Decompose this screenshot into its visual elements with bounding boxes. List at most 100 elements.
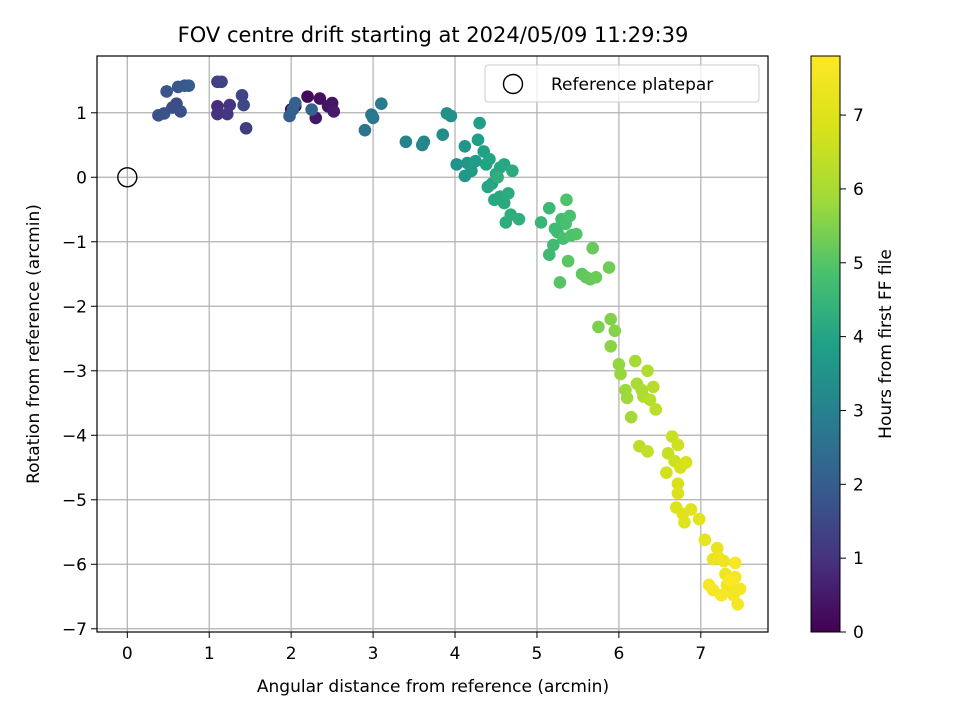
legend: Reference platepar [484, 64, 760, 103]
data-point [483, 152, 496, 166]
data-point [512, 212, 526, 226]
data-point [506, 164, 519, 178]
data-point [465, 164, 478, 178]
legend-box [484, 64, 760, 103]
data-point [569, 227, 583, 241]
data-point [327, 105, 341, 118]
data-point [534, 216, 548, 229]
data-point [641, 445, 654, 458]
data-point [160, 85, 173, 98]
data-point [399, 135, 413, 149]
y-tick-label: −1 [62, 233, 87, 253]
y-axis-label: Rotation from reference (arcmin) [24, 204, 44, 484]
x-tick-label: 5 [532, 644, 543, 664]
data-point [547, 238, 560, 252]
data-point [646, 380, 660, 394]
y-axis-ticks: 1 0 −1 −2 −3 −4 −5 −6 −7 [62, 104, 97, 640]
data-point [589, 270, 603, 284]
data-point [288, 96, 302, 110]
data-point [366, 111, 380, 125]
x-tick-label: 1 [204, 644, 215, 664]
data-point [692, 512, 706, 526]
data-point [624, 410, 638, 424]
data-point [417, 135, 431, 149]
colorbar-tick-label: 0 [853, 623, 864, 643]
data-point [174, 105, 187, 118]
data-point [586, 241, 599, 255]
data-point [560, 193, 573, 207]
data-point [211, 107, 224, 121]
x-tick-label: 0 [122, 644, 133, 664]
data-point [678, 516, 691, 529]
x-axis-ticks: 0 1 2 3 4 5 6 7 [122, 632, 706, 664]
data-point [710, 541, 724, 555]
y-tick-label: 0 [76, 168, 87, 188]
data-point [602, 261, 616, 274]
data-point [182, 79, 196, 92]
data-point [628, 354, 642, 368]
data-point [481, 180, 495, 194]
chart-title: FOV centre drift starting at 2024/05/09 … [178, 23, 689, 47]
data-point [471, 133, 485, 147]
x-tick-label: 7 [695, 644, 706, 664]
data-point [733, 582, 747, 596]
data-point [698, 533, 712, 547]
data-point [235, 89, 249, 102]
x-tick-label: 3 [368, 644, 379, 664]
data-point [643, 393, 657, 407]
data-point [608, 324, 622, 338]
data-point [473, 116, 486, 130]
x-tick-label: 4 [450, 644, 461, 664]
data-point [604, 339, 617, 353]
data-point [239, 121, 253, 135]
colorbar-tick-label: 2 [853, 475, 864, 495]
reference-marker [117, 167, 138, 188]
grid [97, 56, 768, 632]
x-tick-label: 6 [613, 644, 624, 664]
y-tick-label: 1 [76, 104, 87, 124]
data-point [671, 487, 685, 500]
data-point [542, 248, 556, 261]
data-point [497, 196, 511, 210]
data-point [612, 358, 626, 371]
colorbar-gradient [810, 55, 841, 633]
data-point [717, 554, 731, 568]
data-point [715, 588, 728, 602]
y-tick-label: −2 [62, 297, 87, 317]
y-tick-label: −7 [62, 620, 87, 640]
data-point [313, 92, 327, 105]
data-point [157, 107, 171, 120]
data-point [358, 123, 372, 137]
y-tick-label: −6 [62, 555, 87, 575]
data-point [679, 456, 693, 469]
colorbar-tick-label: 1 [853, 549, 864, 569]
data-point [220, 107, 234, 121]
colorbar-tick-label: 3 [853, 401, 864, 421]
data-point [501, 187, 515, 200]
data-point [641, 364, 654, 378]
x-axis-label: Angular distance from reference (arcmin) [257, 677, 609, 697]
data-point [542, 201, 556, 215]
colorbar-ticks: 0 1 2 3 4 5 6 7 [840, 106, 864, 643]
data-point [450, 158, 463, 171]
data-point [491, 170, 504, 184]
colorbar-tick-label: 7 [853, 106, 864, 126]
data-point [563, 209, 577, 223]
data-point [649, 403, 663, 416]
colorbar-label: Hours from first FF file [876, 249, 896, 439]
data-point [671, 477, 685, 490]
y-tick-label: −5 [62, 491, 87, 511]
data-point [684, 503, 698, 516]
data-point [723, 574, 736, 587]
x-tick-label: 2 [286, 644, 297, 664]
data-point [561, 254, 575, 268]
legend-marker [502, 73, 524, 95]
data-point [728, 556, 742, 570]
data-point [436, 128, 450, 141]
legend-label: Reference platepar [551, 75, 713, 95]
y-tick-label: −4 [62, 426, 87, 446]
colorbar-tick-label: 4 [853, 328, 864, 348]
data-point [458, 140, 472, 153]
data-point [660, 466, 673, 479]
